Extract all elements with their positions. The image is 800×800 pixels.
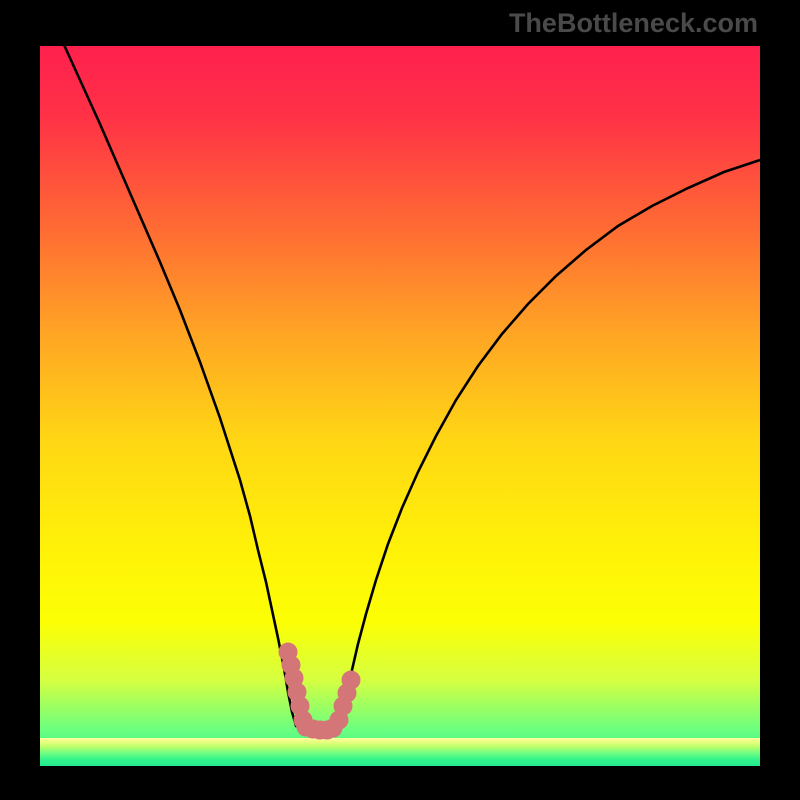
chart-canvas — [0, 0, 800, 800]
marker-point — [342, 671, 360, 689]
watermark-text: TheBottleneck.com — [509, 8, 758, 39]
green-bottom-band — [40, 738, 760, 766]
plot-gradient-background — [40, 46, 760, 766]
